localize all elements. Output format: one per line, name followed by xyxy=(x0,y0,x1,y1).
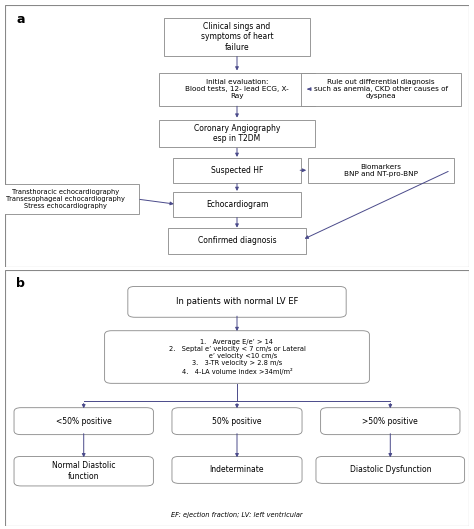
Text: <50% positive: <50% positive xyxy=(56,417,111,426)
FancyBboxPatch shape xyxy=(14,408,154,435)
Text: In patients with normal LV EF: In patients with normal LV EF xyxy=(176,297,298,306)
Text: b: b xyxy=(16,278,25,290)
Text: Biomarkers
BNP and NT-pro-BNP: Biomarkers BNP and NT-pro-BNP xyxy=(344,164,418,177)
FancyBboxPatch shape xyxy=(316,457,465,484)
Text: Initial evaluation:
Blood tests, 12- lead ECG, X-
Ray: Initial evaluation: Blood tests, 12- lea… xyxy=(185,79,289,99)
FancyBboxPatch shape xyxy=(168,229,306,253)
Text: EF: ejection fraction; LV: left ventricular: EF: ejection fraction; LV: left ventricu… xyxy=(171,512,303,518)
FancyBboxPatch shape xyxy=(308,158,455,183)
Text: Echocardiogram: Echocardiogram xyxy=(206,200,268,209)
Text: a: a xyxy=(16,13,25,26)
FancyBboxPatch shape xyxy=(173,191,301,217)
FancyBboxPatch shape xyxy=(172,457,302,484)
FancyBboxPatch shape xyxy=(320,408,460,435)
FancyBboxPatch shape xyxy=(172,408,302,435)
Text: Diastolic Dysfunction: Diastolic Dysfunction xyxy=(349,466,431,475)
FancyBboxPatch shape xyxy=(301,72,461,106)
Text: >50% positive: >50% positive xyxy=(363,417,418,426)
Text: Confirmed diagnosis: Confirmed diagnosis xyxy=(198,236,276,245)
Text: Normal Diastolic
function: Normal Diastolic function xyxy=(52,461,116,481)
FancyBboxPatch shape xyxy=(173,158,301,183)
FancyBboxPatch shape xyxy=(159,72,315,106)
FancyBboxPatch shape xyxy=(164,17,310,56)
FancyBboxPatch shape xyxy=(14,457,154,486)
Text: Coronary Angiography
esp in T2DM: Coronary Angiography esp in T2DM xyxy=(194,124,280,143)
Text: Transthoracic echocardiography
Transesophageal echocardiography
Stress echocardi: Transthoracic echocardiography Transesop… xyxy=(6,189,125,209)
Text: 1.   Average E/e’ > 14
2.   Septal e’ velocity < 7 cm/s or Lateral
      e’ velo: 1. Average E/e’ > 14 2. Septal e’ veloci… xyxy=(169,340,305,375)
FancyBboxPatch shape xyxy=(105,331,369,384)
FancyBboxPatch shape xyxy=(0,184,138,214)
FancyBboxPatch shape xyxy=(159,120,315,148)
Text: Indeterminate: Indeterminate xyxy=(210,466,264,475)
Text: Suspected HF: Suspected HF xyxy=(211,166,263,175)
Text: 50% positive: 50% positive xyxy=(212,417,262,426)
Text: Rule out differential diagnosis
such as anemia, CKD other causes of
dyspnea: Rule out differential diagnosis such as … xyxy=(314,79,448,99)
Text: Clinical sings and
symptoms of heart
failure: Clinical sings and symptoms of heart fai… xyxy=(201,22,273,52)
FancyBboxPatch shape xyxy=(128,287,346,317)
